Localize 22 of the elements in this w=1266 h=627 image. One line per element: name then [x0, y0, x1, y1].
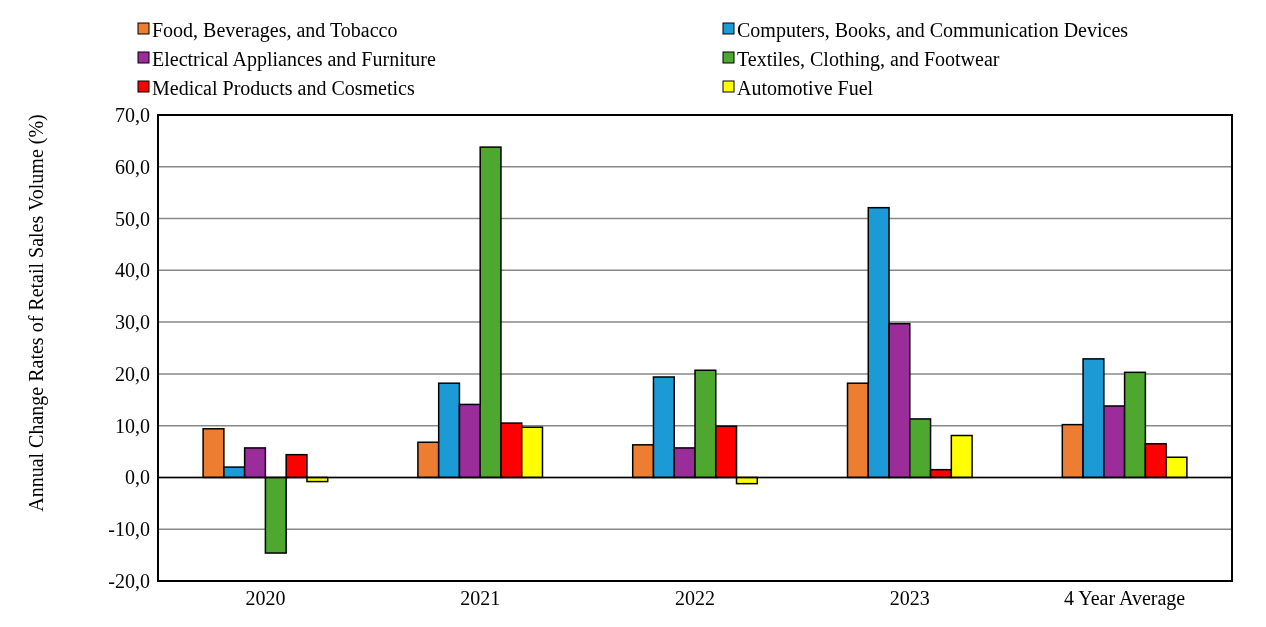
y-tick-label: -20,0 [108, 570, 150, 592]
legend-label: Food, Beverages, and Tobacco [152, 19, 398, 42]
legend-label: Medical Products and Cosmetics [152, 77, 415, 99]
y-tick-label: 60,0 [115, 155, 150, 178]
legend-label: Computers, Books, and Communication Devices [737, 19, 1129, 42]
x-tick-label: 2022 [675, 587, 715, 609]
y-axis-title: Annual Change Rates of Retail Sales Volume (%) [25, 114, 48, 512]
y-tick-label: 10,0 [115, 414, 150, 437]
y-tick-label: 70,0 [115, 104, 150, 126]
y-tick-label: 20,0 [115, 362, 150, 385]
legend-label: Electrical Appliances and Furniture [152, 48, 436, 71]
x-tick-label: 2023 [889, 587, 930, 609]
y-tick-label: 0,0 [125, 466, 150, 489]
y-tick-label: -10,0 [108, 518, 150, 541]
y-tick-label: 50,0 [115, 207, 150, 230]
x-tick-label: 2021 [460, 587, 501, 609]
y-tick-label: 40,0 [115, 259, 150, 282]
legend-label: Automotive Fuel [737, 77, 874, 99]
legend-label: Textiles, Clothing, and Footwear [737, 48, 1000, 71]
x-tick-label: 2020 [245, 587, 286, 609]
y-tick-label: 30,0 [115, 311, 150, 334]
x-tick-label: 4 Year Average [1063, 587, 1186, 610]
